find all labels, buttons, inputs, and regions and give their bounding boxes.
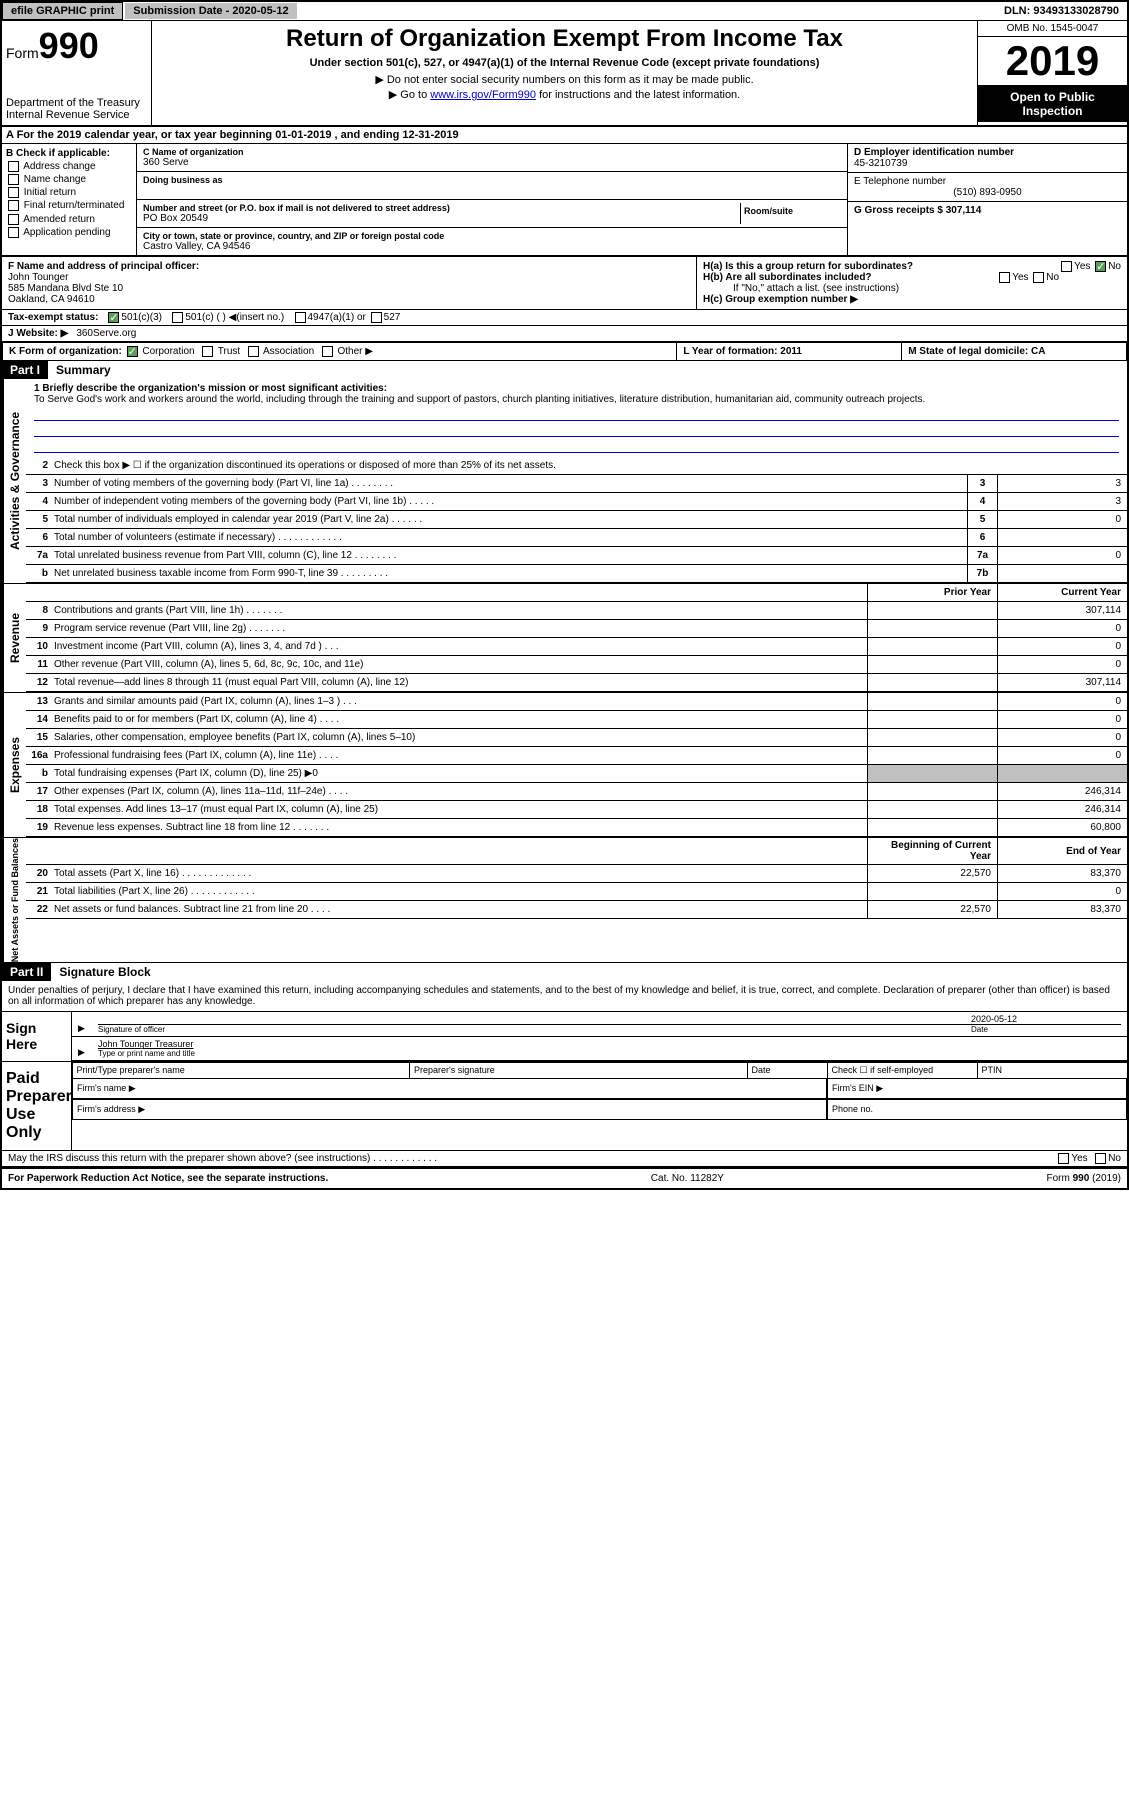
table-row: 9Program service revenue (Part VIII, lin… <box>26 620 1127 638</box>
irs-label: Internal Revenue Service <box>6 109 147 121</box>
gross-receipts: G Gross receipts $ 307,114 <box>854 205 1121 216</box>
efile-button[interactable]: efile GRAPHIC print <box>2 2 123 20</box>
checkbox-discuss-no[interactable] <box>1095 1153 1106 1164</box>
table-row: bTotal fundraising expenses (Part IX, co… <box>26 765 1127 783</box>
org-city: Castro Valley, CA 94546 <box>143 241 841 252</box>
sidebar-revenue: Revenue <box>2 584 26 692</box>
org-name: 360 Serve <box>143 157 841 168</box>
table-row: 17Other expenses (Part IX, column (A), l… <box>26 783 1127 801</box>
column-b: B Check if applicable: Address change Na… <box>2 144 137 255</box>
form-number: 990 <box>39 25 99 66</box>
column-d: D Employer identification number45-32107… <box>847 144 1127 255</box>
sidebar-governance: Activities & Governance <box>2 379 26 583</box>
table-row: 15Salaries, other compensation, employee… <box>26 729 1127 747</box>
checkbox-501c[interactable] <box>172 312 183 323</box>
form-header: Form990 Department of the Treasury Inter… <box>2 21 1127 127</box>
state-domicile: M State of legal domicile: CA <box>908 346 1045 357</box>
footer-center: Cat. No. 11282Y <box>651 1173 724 1184</box>
checkbox-527[interactable] <box>371 312 382 323</box>
checkbox-initial-return[interactable] <box>8 187 19 198</box>
checkbox-pending[interactable] <box>8 227 19 238</box>
year-formation: L Year of formation: 2011 <box>683 346 802 357</box>
part-2-header: Part II <box>2 963 51 981</box>
table-row: 12Total revenue—add lines 8 through 11 (… <box>26 674 1127 692</box>
omb-number: OMB No. 1545-0047 <box>978 21 1127 37</box>
footer-left: For Paperwork Reduction Act Notice, see … <box>8 1173 328 1184</box>
section-a: A For the 2019 calendar year, or tax yea… <box>2 127 1127 144</box>
form-label: Form <box>6 45 39 61</box>
checkbox-ha-no[interactable] <box>1095 261 1106 272</box>
irs-link[interactable]: www.irs.gov/Form990 <box>430 89 536 101</box>
ein: 45-3210739 <box>854 158 1121 169</box>
part-1-header: Part I <box>2 361 48 379</box>
mission-text: To Serve God's work and workers around t… <box>34 394 1119 405</box>
table-row: 14Benefits paid to or for members (Part … <box>26 711 1127 729</box>
sidebar-netassets: Net Assets or Fund Balances <box>2 838 26 962</box>
table-row: 5Total number of individuals employed in… <box>26 511 1127 529</box>
table-row: 13Grants and similar amounts paid (Part … <box>26 693 1127 711</box>
org-address: PO Box 20549 <box>143 213 740 224</box>
website-value: 360Serve.org <box>76 328 136 339</box>
phone: (510) 893-0950 <box>854 187 1121 198</box>
open-public-badge: Open to Public Inspection <box>978 86 1127 122</box>
checkbox-name-change[interactable] <box>8 174 19 185</box>
table-row: bNet unrelated business taxable income f… <box>26 565 1127 583</box>
topbar: efile GRAPHIC print Submission Date - 20… <box>2 2 1127 21</box>
table-row: 20Total assets (Part X, line 16) . . . .… <box>26 865 1127 883</box>
checkbox-address-change[interactable] <box>8 161 19 172</box>
table-row: 21Total liabilities (Part X, line 26) . … <box>26 883 1127 901</box>
checkbox-corp[interactable] <box>127 346 138 357</box>
table-row: 10Investment income (Part VIII, column (… <box>26 638 1127 656</box>
table-row: 7aTotal unrelated business revenue from … <box>26 547 1127 565</box>
checkbox-final-return[interactable] <box>8 200 19 211</box>
subtitle: Under section 501(c), 527, or 4947(a)(1)… <box>156 57 973 69</box>
checkbox-hb-no[interactable] <box>1033 272 1044 283</box>
checkbox-ha-yes[interactable] <box>1061 261 1072 272</box>
table-row: 3Number of voting members of the governi… <box>26 475 1127 493</box>
checkbox-4947[interactable] <box>295 312 306 323</box>
dept-treasury: Department of the Treasury <box>6 97 147 109</box>
table-row: 22Net assets or fund balances. Subtract … <box>26 901 1127 919</box>
page-title: Return of Organization Exempt From Incom… <box>156 25 973 53</box>
table-row: 16aProfessional fundraising fees (Part I… <box>26 747 1127 765</box>
table-row: 18Total expenses. Add lines 13–17 (must … <box>26 801 1127 819</box>
submission-date: Submission Date - 2020-05-12 <box>125 3 296 19</box>
footer-right: Form 990 (2019) <box>1047 1173 1121 1184</box>
checkbox-discuss-yes[interactable] <box>1058 1153 1069 1164</box>
checkbox-501c3[interactable] <box>108 312 119 323</box>
sidebar-expenses: Expenses <box>2 693 26 837</box>
table-row: 11Other revenue (Part VIII, column (A), … <box>26 656 1127 674</box>
officer-name: John Tounger <box>8 272 690 283</box>
signature-intro: Under penalties of perjury, I declare th… <box>2 981 1127 1011</box>
table-row: 4Number of independent voting members of… <box>26 493 1127 511</box>
table-row: 19Revenue less expenses. Subtract line 1… <box>26 819 1127 837</box>
table-row: 8Contributions and grants (Part VIII, li… <box>26 602 1127 620</box>
instruction-1: ▶ Do not enter social security numbers o… <box>156 73 973 86</box>
checkbox-assoc[interactable] <box>248 346 259 357</box>
checkbox-hb-yes[interactable] <box>999 272 1010 283</box>
checkbox-other[interactable] <box>322 346 333 357</box>
sign-here-label: Sign Here <box>2 1012 72 1061</box>
tax-year: 2019 <box>978 37 1127 86</box>
dln: DLN: 93493133028790 <box>996 3 1127 19</box>
instruction-2: ▶ Go to www.irs.gov/Form990 for instruct… <box>156 88 973 101</box>
column-c: C Name of organization360 Serve Doing bu… <box>137 144 847 255</box>
checkbox-amended[interactable] <box>8 214 19 225</box>
officer-signature: John Tounger Treasurer <box>98 1039 1121 1049</box>
paid-preparer-label: Paid Preparer Use Only <box>2 1062 72 1150</box>
checkbox-trust[interactable] <box>202 346 213 357</box>
table-row: 6Total number of volunteers (estimate if… <box>26 529 1127 547</box>
